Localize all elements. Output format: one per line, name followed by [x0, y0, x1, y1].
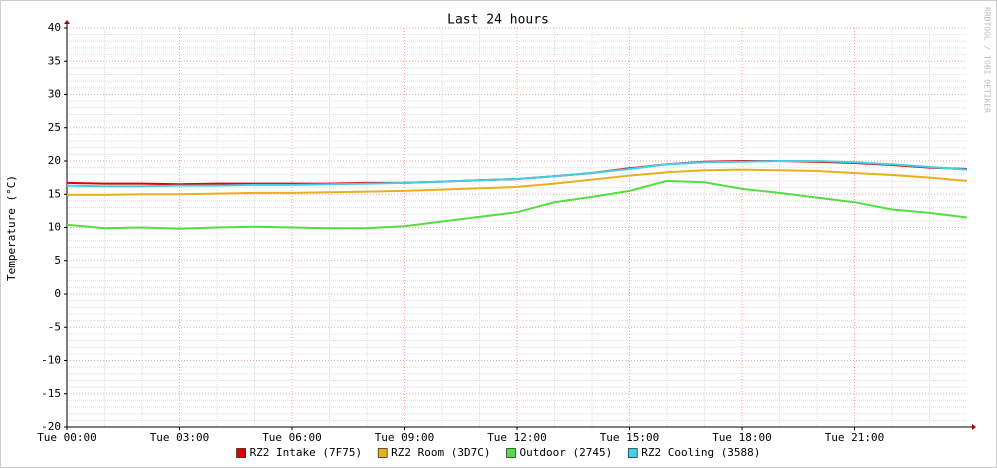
legend-swatch: [236, 448, 246, 458]
series-line: [67, 168, 968, 196]
y-tick-label: 35: [48, 54, 61, 67]
x-tick-label: Tue 18:00: [712, 431, 772, 444]
y-tick-label: 40: [48, 21, 61, 34]
x-tick-label: Tue 09:00: [375, 431, 435, 444]
y-tick-label: 5: [54, 254, 61, 267]
x-tick-label: Tue 03:00: [150, 431, 210, 444]
y-tick-label: -15: [41, 387, 61, 400]
y-tick-label: 0: [54, 287, 61, 300]
series-line: [66, 179, 968, 230]
y-tick-label: 20: [48, 154, 61, 167]
x-tick-label: Tue 21:00: [825, 431, 885, 444]
series-line: [66, 160, 968, 188]
x-tick-label: Tue 15:00: [600, 431, 660, 444]
x-tick-label: Tue 00:00: [37, 431, 97, 444]
axis-arrow: [972, 424, 976, 430]
y-axis-label: Temperature (°C): [5, 175, 18, 281]
legend-label: RZ2 Intake (7F75): [250, 446, 363, 459]
legend-label: RZ2 Cooling (3588): [641, 446, 760, 459]
watermark: RRDTOOL / TOBI OETIKER: [983, 7, 992, 113]
y-tick-label: -10: [41, 354, 61, 367]
axis-arrow: [64, 20, 70, 24]
legend-swatch: [377, 448, 388, 458]
y-tick-label: 15: [48, 187, 61, 200]
legend-label: RZ2 Room (3D7C): [391, 446, 490, 459]
y-tick-label: 25: [48, 121, 61, 134]
x-tick-label: Tue 06:00: [262, 431, 322, 444]
legend-swatch: [627, 448, 638, 458]
legend-label: Outdoor (2745): [520, 446, 613, 459]
chart-title: Last 24 hours: [447, 13, 549, 28]
x-tick-label: Tue 12:00: [487, 431, 547, 444]
y-tick-label: -20: [41, 420, 61, 433]
y-tick-label: 10: [48, 221, 61, 234]
y-tick-label: 30: [48, 88, 61, 101]
y-tick-label: -5: [48, 320, 61, 333]
legend-swatch: [506, 448, 516, 458]
